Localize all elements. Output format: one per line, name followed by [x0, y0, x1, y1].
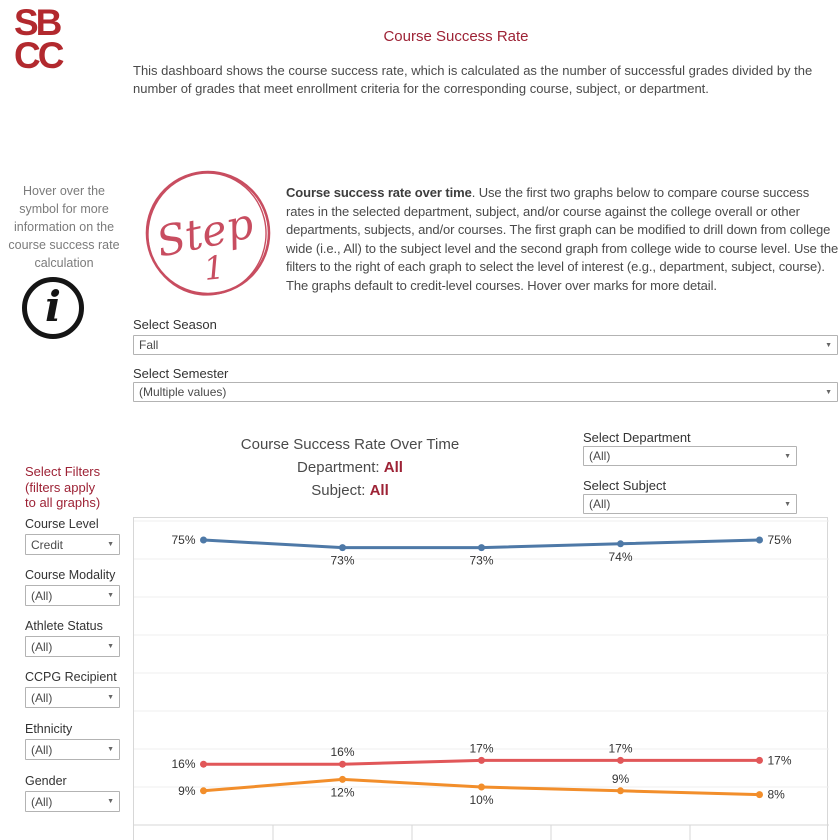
page-title: Course Success Rate [383, 28, 529, 45]
select-semester-value: (Multiple values) [139, 385, 227, 399]
svg-text:16%: 16% [171, 757, 195, 771]
svg-text:75%: 75% [171, 533, 195, 547]
chevron-down-icon: ▼ [784, 500, 791, 508]
filter-group-ethnicity: Ethnicity (All) ▼ [25, 722, 120, 760]
select-filters-heading: Select Filters (filters apply to all gra… [25, 464, 100, 511]
svg-text:17%: 17% [469, 741, 493, 755]
filter-group-course-level: Course Level Credit ▼ [25, 517, 120, 555]
svg-text:8%: 8% [768, 788, 786, 802]
svg-text:9%: 9% [612, 772, 630, 786]
chart-title: Course Success Rate Over Time [240, 436, 460, 453]
chart-subtitle-department: Department: All [133, 456, 567, 479]
ccpg-recipient-label: CCPG Recipient [25, 670, 117, 684]
sbcc-logo: SB CC [14, 2, 64, 76]
svg-text:16%: 16% [330, 745, 354, 759]
step-1-rest: . Use the first two graphs below to comp… [286, 185, 839, 293]
course-modality-label: Course Modality [25, 568, 116, 582]
chevron-down-icon: ▼ [825, 341, 832, 349]
line-chart-svg: 75% 73% 73% 74% 75% 16% 16% 17% 17% 17% 9% 12% 10% 9%… [134, 520, 829, 840]
svg-text:17%: 17% [768, 753, 792, 767]
sbcc-logo-line1: SB [14, 2, 62, 43]
course-level-label: Course Level [25, 517, 99, 531]
course-modality-dropdown[interactable]: (All) ▼ [25, 585, 120, 606]
sbcc-logo-line2: CC [14, 35, 64, 76]
chevron-down-icon: ▼ [107, 746, 114, 753]
select-department-value: (All) [589, 449, 611, 463]
select-subject-dropdown[interactable]: (All) ▼ [583, 494, 797, 514]
chevron-down-icon: ▼ [107, 643, 114, 650]
select-filters-heading-line: (filters apply [25, 479, 96, 495]
chevron-down-icon: ▼ [784, 452, 791, 460]
ethnicity-value: (All) [31, 742, 53, 757]
athlete-status-dropdown[interactable]: (All) ▼ [25, 636, 120, 657]
select-season-label: Select Season [133, 317, 217, 332]
select-filters-heading-line: Select Filters [25, 464, 101, 479]
subject-value: All [369, 482, 389, 499]
svg-text:17%: 17% [608, 741, 632, 755]
course-modality-value: (All) [31, 588, 53, 603]
filter-group-athlete-status: Athlete Status (All) ▼ [25, 619, 120, 657]
step-circle-outline-2 [147, 172, 267, 296]
svg-text:73%: 73% [330, 554, 354, 568]
success-rate-line-chart[interactable]: 75% 73% 73% 74% 75% 16% 16% 17% 17% 17% 9% 12% 10% 9%… [133, 517, 829, 840]
svg-text:12%: 12% [330, 785, 354, 799]
ethnicity-dropdown[interactable]: (All) ▼ [25, 739, 120, 760]
chart-title-block: Course Success Rate Over Time Department… [133, 433, 567, 502]
chevron-down-icon: ▼ [107, 592, 114, 599]
select-semester-dropdown[interactable]: (Multiple values) ▼ [133, 382, 838, 402]
step-badge-number: 1 [202, 248, 226, 288]
department-label: Department: [297, 459, 380, 476]
gender-value: (All) [31, 794, 53, 809]
filter-group-gender: Gender (All) ▼ [25, 774, 120, 812]
chevron-down-icon: ▼ [107, 694, 114, 701]
course-level-value: Credit [31, 537, 64, 552]
svg-text:75%: 75% [768, 533, 792, 547]
ccpg-recipient-value: (All) [31, 690, 53, 705]
info-icon-glyph: i [45, 281, 61, 331]
select-department-label: Select Department [583, 430, 691, 445]
chevron-down-icon: ▼ [825, 388, 832, 396]
select-subject-value: (All) [589, 497, 611, 511]
svg-text:74%: 74% [608, 550, 632, 564]
step-1-lead: Course success rate over time [286, 185, 472, 200]
ccpg-recipient-dropdown[interactable]: (All) ▼ [25, 687, 120, 708]
chevron-down-icon: ▼ [107, 798, 114, 805]
svg-text:73%: 73% [469, 554, 493, 568]
step-circle-outline [145, 170, 271, 296]
chart-subtitle-subject: Subject: All [133, 479, 567, 502]
svg-text:9%: 9% [178, 784, 196, 798]
gender-dropdown[interactable]: (All) ▼ [25, 791, 120, 812]
department-value: All [383, 459, 403, 476]
select-season-dropdown[interactable]: Fall ▼ [133, 335, 838, 355]
select-department-dropdown[interactable]: (All) ▼ [583, 446, 797, 466]
select-semester-label: Select Semester [133, 366, 229, 381]
step-1-badge: Step 1 [141, 167, 275, 306]
filter-group-ccpg-recipient: CCPG Recipient (All) ▼ [25, 670, 120, 708]
info-icon[interactable]: i [22, 277, 84, 339]
select-season-value: Fall [139, 338, 159, 352]
chevron-down-icon: ▼ [107, 541, 114, 548]
gender-label: Gender [25, 774, 67, 788]
info-hover-note: Hover over the symbol for more informati… [8, 184, 120, 270]
step-1-description: Course success rate over time. Use the f… [286, 184, 839, 295]
page-description: This dashboard shows the course success … [133, 63, 813, 96]
svg-text:10%: 10% [469, 793, 493, 807]
filter-group-course-modality: Course Modality (All) ▼ [25, 568, 120, 606]
course-level-dropdown[interactable]: Credit ▼ [25, 534, 120, 555]
ethnicity-label: Ethnicity [25, 722, 73, 736]
select-filters-heading-line: to all graphs) [25, 495, 101, 510]
athlete-status-value: (All) [31, 639, 53, 654]
athlete-status-label: Athlete Status [25, 619, 103, 633]
subject-label: Subject: [311, 482, 366, 499]
select-subject-label: Select Subject [583, 478, 667, 493]
